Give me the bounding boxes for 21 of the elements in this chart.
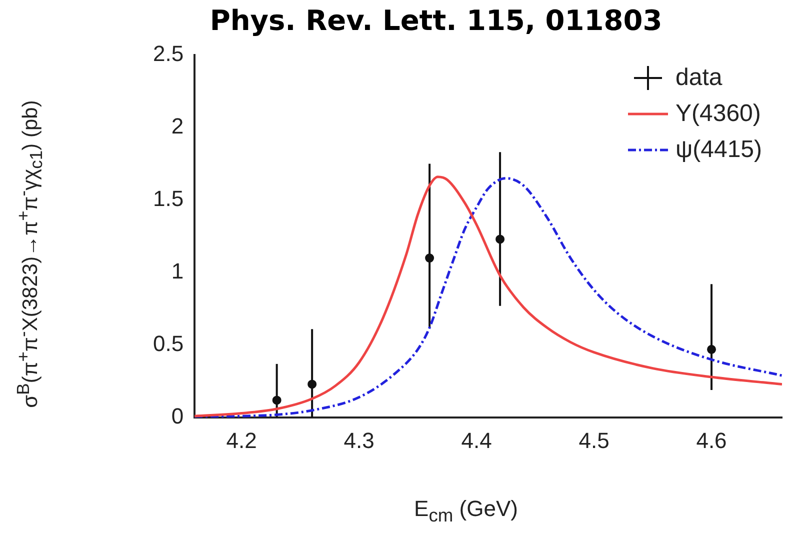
y-tick-label: 1 [171, 258, 184, 284]
point [425, 254, 434, 263]
point [707, 344, 716, 354]
y-tick-label: 1.5 [152, 186, 184, 212]
point [496, 234, 505, 244]
chart-title: Phys. Rev. Lett. 115, 011803 [208, 4, 664, 37]
x-tick-label: 4.4 [461, 428, 492, 453]
legend-label: Y(4360) [676, 99, 761, 129]
y-tick-label: 0 [171, 404, 184, 429]
point [308, 380, 317, 389]
x-tick-label: 4.5 [578, 428, 610, 453]
x-axis-title: E$_{cm}$ (GeV) [413, 496, 519, 526]
x-tick-label: 4.3 [344, 428, 374, 453]
legend-label: ψ(4415) [676, 135, 762, 165]
point [272, 396, 282, 405]
legend-label: data [676, 63, 722, 93]
y-tick-label: 2 [171, 114, 184, 139]
y-tick-label: 2.5 [152, 41, 184, 66]
x-tick-label: 4.2 [226, 428, 257, 453]
y-tick-label: 0.5 [152, 331, 184, 356]
x-tick-label: 4.6 [696, 428, 727, 453]
